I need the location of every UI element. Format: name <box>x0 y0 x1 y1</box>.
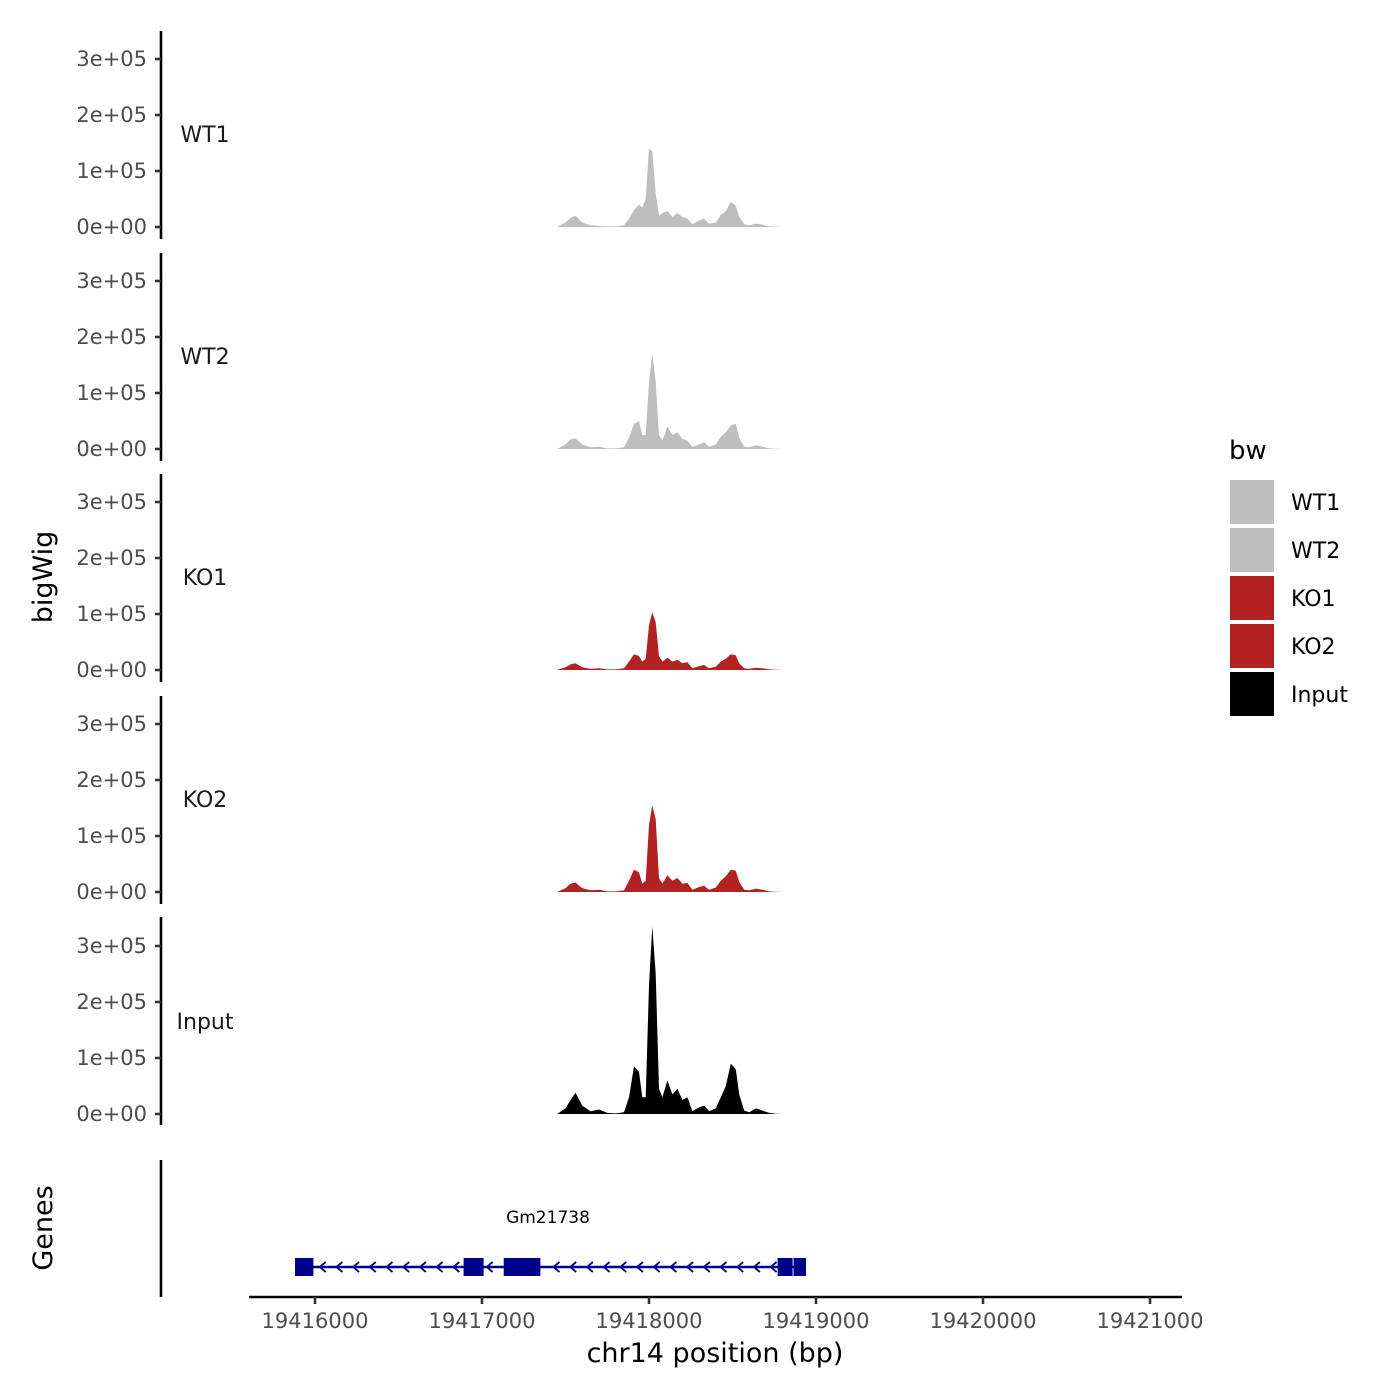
strand-arrow <box>585 1261 594 1273</box>
y-tick-label: 1e+05 <box>76 602 147 626</box>
strand-arrow <box>451 1261 460 1273</box>
y-tick-label: 3e+05 <box>76 934 147 958</box>
track-label: KO2 <box>183 788 228 813</box>
track-label: KO1 <box>183 566 228 591</box>
strand-arrow <box>401 1261 410 1273</box>
y-tick-label: 1e+05 <box>76 824 147 848</box>
y-tick-label: 1e+05 <box>76 381 147 405</box>
strand-arrow <box>652 1261 661 1273</box>
x-axis-title: chr14 position (bp) <box>587 1338 844 1369</box>
y-axis-title-genes: Genes <box>28 1185 59 1270</box>
strand-arrow <box>334 1261 343 1273</box>
gene-exon <box>295 1258 314 1276</box>
strand-arrow <box>485 1261 494 1273</box>
gene-exon <box>793 1258 806 1276</box>
strand-arrow <box>702 1261 711 1273</box>
coverage-area-ko1 <box>557 612 791 670</box>
gene-track: Gm21738 <box>159 1160 806 1297</box>
y-tick-label: 3e+05 <box>76 47 147 71</box>
strand-arrow <box>568 1261 577 1273</box>
y-tick-label: 1e+05 <box>76 159 147 183</box>
y-tick-label: 2e+05 <box>76 546 147 570</box>
coverage-area-wt1 <box>557 148 791 227</box>
x-tick-label: 19416000 <box>262 1309 369 1333</box>
y-axis-title-bigwig: bigWig <box>28 531 59 624</box>
strand-arrow <box>368 1261 377 1273</box>
y-tick-label: 1e+05 <box>76 1046 147 1070</box>
strand-arrow <box>668 1261 677 1273</box>
legend-label-input: Input <box>1291 683 1348 708</box>
y-tick-label: 2e+05 <box>76 103 147 127</box>
strand-arrow <box>685 1261 694 1273</box>
track-label: Input <box>177 1010 234 1035</box>
track-panel-input: 0e+00 1e+05 2e+05 3e+05 Input <box>76 917 791 1126</box>
legend-label-ko2: KO2 <box>1291 635 1336 660</box>
y-tick-label: 0e+00 <box>76 1102 147 1126</box>
y-tick-label: 2e+05 <box>76 990 147 1014</box>
gene-exon <box>503 1258 541 1276</box>
legend-swatch-input <box>1230 672 1274 716</box>
legend-swatch-ko2 <box>1230 624 1274 668</box>
coverage-area-ko2 <box>557 805 791 892</box>
strand-arrow <box>752 1261 761 1273</box>
strand-arrow <box>552 1261 561 1273</box>
legend-title: bw <box>1229 436 1267 466</box>
legend-label-ko1: KO1 <box>1291 587 1336 612</box>
gene-name-label: Gm21738 <box>506 1208 590 1228</box>
coverage-area-input <box>557 926 791 1114</box>
y-tick-label: 3e+05 <box>76 269 147 293</box>
x-tick-label: 19420000 <box>930 1309 1037 1333</box>
y-tick-label: 0e+00 <box>76 215 147 239</box>
gene-exon <box>777 1258 793 1276</box>
legend-swatch-ko1 <box>1230 576 1274 620</box>
x-tick-label: 19419000 <box>763 1309 870 1333</box>
y-tick-label: 0e+00 <box>76 880 147 904</box>
gene-exon <box>463 1258 484 1276</box>
strand-arrow <box>351 1261 360 1273</box>
legend-label-wt1: WT1 <box>1291 491 1340 516</box>
strand-arrow <box>418 1261 427 1273</box>
legend-swatch-wt1 <box>1230 480 1274 524</box>
y-tick-label: 0e+00 <box>76 658 147 682</box>
x-tick-label: 19417000 <box>429 1309 536 1333</box>
y-tick-label: 3e+05 <box>76 490 147 514</box>
strand-arrow <box>735 1261 744 1273</box>
track-panel-ko1: 0e+00 1e+05 2e+05 3e+05 KO1 <box>76 474 791 682</box>
bigwig-tracks: 0e+00 1e+05 2e+05 3e+05 WT1 0e+00 1e+05 2e+05 3e… <box>76 31 791 1126</box>
strand-arrow <box>435 1261 444 1273</box>
strand-arrow <box>385 1261 394 1273</box>
track-label: WT1 <box>180 123 229 148</box>
legend-label-wt2: WT2 <box>1291 539 1340 564</box>
x-tick-label: 19421000 <box>1097 1309 1204 1333</box>
legend: bw WT1 WT2 KO1 KO2 Input <box>1229 436 1348 716</box>
y-tick-label: 2e+05 <box>76 325 147 349</box>
strand-arrow <box>719 1261 728 1273</box>
y-tick-label: 2e+05 <box>76 768 147 792</box>
strand-arrow <box>635 1261 644 1273</box>
track-panel-ko2: 0e+00 1e+05 2e+05 3e+05 KO2 <box>76 696 791 904</box>
x-axis: 19416000 19417000 19418000 19419000 19420000… <box>249 1295 1204 1333</box>
coverage-area-wt2 <box>557 353 791 449</box>
strand-arrow <box>618 1261 627 1273</box>
track-panel-wt1: 0e+00 1e+05 2e+05 3e+05 WT1 <box>76 31 791 239</box>
strand-arrow <box>318 1261 327 1273</box>
y-tick-label: 3e+05 <box>76 712 147 736</box>
legend-swatch-wt2 <box>1230 528 1274 572</box>
track-panel-wt2: 0e+00 1e+05 2e+05 3e+05 WT2 <box>76 253 791 461</box>
x-tick-label: 19418000 <box>596 1309 703 1333</box>
y-tick-label: 0e+00 <box>76 437 147 461</box>
strand-arrow <box>602 1261 611 1273</box>
strand-arrow <box>769 1261 778 1273</box>
track-label: WT2 <box>180 345 229 370</box>
